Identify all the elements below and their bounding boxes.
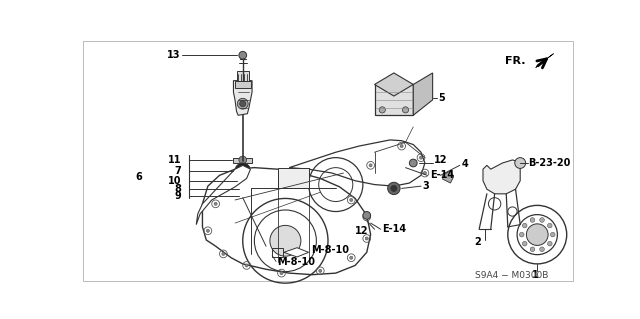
Text: 3: 3	[422, 181, 429, 191]
Text: E-14: E-14	[430, 170, 454, 180]
Circle shape	[400, 145, 403, 148]
Circle shape	[239, 186, 246, 192]
Polygon shape	[443, 171, 454, 183]
Circle shape	[520, 232, 524, 237]
Polygon shape	[202, 168, 371, 275]
Polygon shape	[289, 140, 425, 186]
Polygon shape	[237, 71, 249, 81]
Circle shape	[241, 194, 245, 198]
Circle shape	[363, 211, 371, 219]
Circle shape	[379, 107, 385, 113]
Circle shape	[349, 198, 353, 202]
Polygon shape	[483, 160, 520, 194]
Circle shape	[245, 264, 248, 267]
Circle shape	[540, 218, 545, 222]
Circle shape	[235, 163, 250, 178]
Text: 11: 11	[168, 155, 182, 165]
Text: B-23-20: B-23-20	[528, 158, 570, 168]
Text: 4: 4	[461, 159, 468, 169]
Circle shape	[522, 223, 527, 228]
Circle shape	[540, 247, 545, 252]
Circle shape	[547, 223, 552, 228]
Circle shape	[365, 237, 368, 240]
Polygon shape	[239, 179, 246, 183]
Text: 7: 7	[175, 166, 182, 176]
Polygon shape	[278, 168, 308, 189]
Polygon shape	[374, 73, 413, 96]
Text: FR.: FR.	[505, 56, 525, 66]
Polygon shape	[235, 81, 250, 88]
Circle shape	[214, 202, 217, 205]
Circle shape	[530, 247, 535, 252]
Text: 6: 6	[135, 172, 142, 182]
Circle shape	[530, 218, 535, 222]
Circle shape	[319, 269, 322, 272]
Circle shape	[239, 101, 246, 107]
Circle shape	[515, 158, 525, 168]
Circle shape	[239, 51, 246, 59]
Circle shape	[237, 98, 248, 109]
Text: 12: 12	[355, 226, 369, 236]
Circle shape	[270, 226, 301, 256]
Polygon shape	[196, 165, 250, 225]
Circle shape	[547, 241, 552, 246]
Text: M-8-10: M-8-10	[278, 256, 316, 267]
Text: M-8-10: M-8-10	[311, 245, 349, 255]
Circle shape	[526, 224, 548, 245]
Polygon shape	[413, 73, 433, 115]
Circle shape	[222, 252, 225, 256]
Polygon shape	[234, 81, 252, 115]
Circle shape	[391, 185, 397, 191]
Polygon shape	[284, 248, 308, 257]
Circle shape	[410, 159, 417, 167]
Text: 8: 8	[175, 184, 182, 194]
Circle shape	[239, 167, 246, 174]
Text: 1: 1	[532, 271, 539, 280]
Circle shape	[206, 229, 209, 232]
Circle shape	[349, 256, 353, 259]
Circle shape	[280, 271, 283, 275]
Text: S9A4 − M0300B: S9A4 − M0300B	[476, 271, 548, 280]
Circle shape	[239, 156, 246, 164]
Text: 13: 13	[167, 50, 180, 60]
Text: 2: 2	[475, 237, 481, 247]
Circle shape	[550, 232, 555, 237]
Polygon shape	[234, 158, 252, 163]
Text: 12: 12	[434, 155, 447, 165]
Circle shape	[423, 172, 426, 174]
Circle shape	[365, 215, 368, 219]
Circle shape	[522, 241, 527, 246]
Bar	[272, 248, 283, 257]
Circle shape	[403, 107, 408, 113]
Polygon shape	[536, 54, 554, 68]
Text: 10: 10	[168, 176, 182, 186]
Circle shape	[369, 164, 372, 167]
Polygon shape	[374, 85, 413, 115]
Circle shape	[419, 156, 422, 159]
Text: E-14: E-14	[382, 224, 406, 234]
Text: 9: 9	[175, 191, 182, 201]
Text: 5: 5	[438, 93, 445, 103]
Circle shape	[388, 182, 400, 195]
